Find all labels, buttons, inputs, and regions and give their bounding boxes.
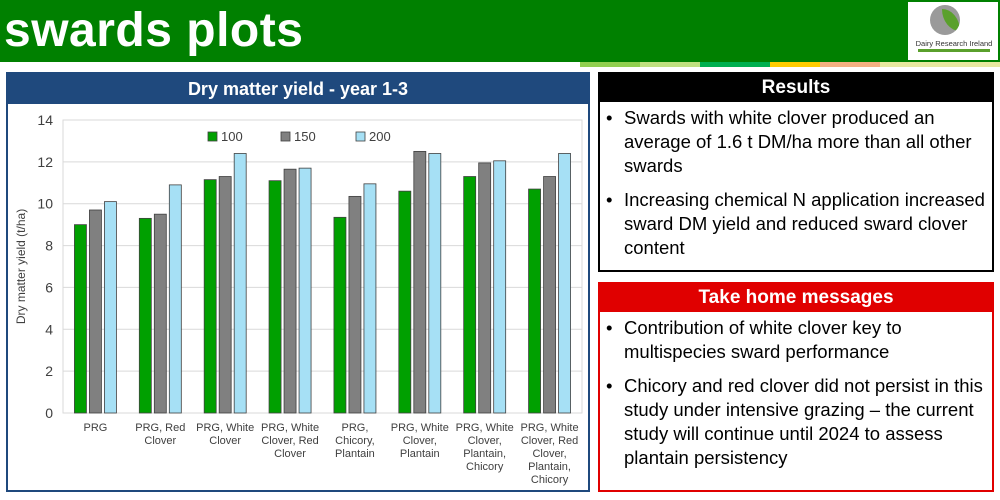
take-home-bullet-text: Contribution of white clover key to mult…	[624, 317, 902, 362]
x-category-label: Plantain,	[463, 448, 506, 460]
x-category-label: PRG, White	[196, 422, 254, 434]
x-category-label: Clover, Red	[261, 435, 318, 447]
stripe-segment	[640, 62, 700, 67]
bullet-marker: •	[606, 189, 613, 210]
y-tick-label: 10	[37, 196, 53, 212]
x-category-label: Chicory	[466, 461, 504, 473]
logo-underline	[918, 49, 990, 52]
results-box: Results • Swards with white clover produc…	[598, 72, 994, 272]
bar-200	[298, 167, 312, 414]
bar-200	[168, 184, 182, 414]
y-tick-label: 4	[45, 321, 53, 337]
x-category-label: Plantain,	[528, 461, 571, 473]
stripe-segment	[770, 62, 820, 67]
results-list: • Swards with white clover produced an av…	[600, 102, 992, 260]
chart-panel: Dry matter yield - year 1-3 0 2 4 6 8 10 12 14 D…	[6, 72, 590, 492]
results-bullet-text: Swards with white clover produced an ave…	[624, 107, 972, 176]
list-item: • Contribution of white clover key to mul…	[606, 316, 986, 364]
bar-100	[203, 179, 217, 414]
bullet-marker: •	[606, 107, 613, 128]
bar-chart: 0 2 4 6 8 10 12 14 Dry matter yield (t/ha) PRG PRG…	[14, 112, 583, 486]
bar-150	[543, 176, 556, 414]
bullet-marker: •	[606, 375, 613, 396]
bar-200	[428, 153, 442, 414]
x-category-label: Clover,	[532, 448, 566, 460]
x-category-label: Plantain	[335, 448, 375, 460]
dairy-research-ireland-logo-icon	[930, 5, 960, 35]
x-category-label: PRG, White	[521, 422, 579, 434]
legend-swatch	[280, 131, 291, 142]
x-category-label: PRG	[84, 422, 108, 434]
bar-150	[413, 150, 427, 414]
results-bullet-text: Increasing chemical N application increa…	[624, 189, 985, 258]
y-tick-label: 6	[45, 279, 53, 295]
bar-200	[104, 201, 117, 414]
y-tick-label: 14	[37, 112, 53, 128]
x-category-label: PRG, White	[456, 422, 514, 434]
y-tick-label: 8	[45, 238, 53, 254]
bar-100	[333, 216, 347, 414]
take-home-bullet-text: Chicory and red clover did not persist i…	[624, 375, 983, 468]
bar-150	[218, 176, 232, 414]
x-category-label: Chicory,	[335, 435, 375, 447]
bar-100	[268, 180, 282, 414]
x-category-label: Chicory	[531, 474, 569, 486]
y-tick-label: 12	[37, 154, 53, 170]
bullet-marker: •	[606, 317, 613, 338]
list-item: • Increasing chemical N application incre…	[606, 188, 986, 260]
take-home-heading: Take home messages	[600, 284, 992, 312]
legend-label: 100	[221, 129, 243, 144]
x-category-label: Clover, Red	[521, 435, 578, 447]
x-category-label: Clover,	[403, 435, 437, 447]
stripe-segment	[580, 62, 640, 67]
x-category-label: PRG, White	[261, 422, 319, 434]
y-tick-label: 0	[45, 405, 53, 421]
results-heading: Results	[600, 74, 992, 102]
logo: Dairy Research Ireland	[908, 2, 998, 60]
list-item: • Swards with white clover produced an av…	[606, 106, 986, 178]
legend-swatch	[207, 131, 218, 142]
x-category-label: Plantain	[400, 448, 440, 460]
bar-150	[153, 213, 167, 414]
bar-100	[463, 176, 477, 414]
x-category-label: Clover	[274, 448, 306, 460]
x-category-label: Clover	[144, 435, 176, 447]
stripe-segment	[700, 62, 770, 67]
y-axis-label: Dry matter yield (t/ha)	[14, 209, 28, 324]
bar-100	[138, 217, 152, 414]
bar-200	[493, 160, 507, 414]
legend-label: 200	[369, 129, 391, 144]
stripe-segment	[880, 62, 1000, 67]
stripe-segment	[820, 62, 880, 67]
x-category-label: PRG, White	[391, 422, 449, 434]
logo-text: Dairy Research Ireland	[915, 39, 993, 48]
x-category-label: Clover,	[468, 435, 502, 447]
bar-100	[528, 188, 541, 414]
bar-150	[283, 168, 297, 414]
x-category-label: PRG,	[341, 422, 368, 434]
bar-100	[74, 224, 87, 414]
bar-200	[558, 153, 571, 414]
x-category-label: PRG, Red	[135, 422, 185, 434]
legend-swatch	[355, 131, 366, 142]
bar-150	[478, 162, 492, 414]
title-bar: swards plots	[0, 0, 1000, 62]
bar-100	[398, 190, 412, 414]
take-home-box: Take home messages • Contribution of whit…	[598, 282, 994, 492]
legend-label: 150	[294, 129, 316, 144]
bar-150	[89, 209, 102, 414]
bar-200	[233, 153, 247, 414]
x-category-label: Clover	[209, 435, 241, 447]
bar-200	[363, 183, 377, 414]
y-tick-label: 2	[45, 363, 53, 379]
bar-150	[348, 195, 362, 414]
chart-heading: Dry matter yield - year 1-3	[8, 74, 588, 104]
list-item: • Chicory and red clover did not persist …	[606, 374, 986, 470]
take-home-list: • Contribution of white clover key to mul…	[600, 312, 992, 470]
slide-title: swards plots	[4, 4, 304, 57]
